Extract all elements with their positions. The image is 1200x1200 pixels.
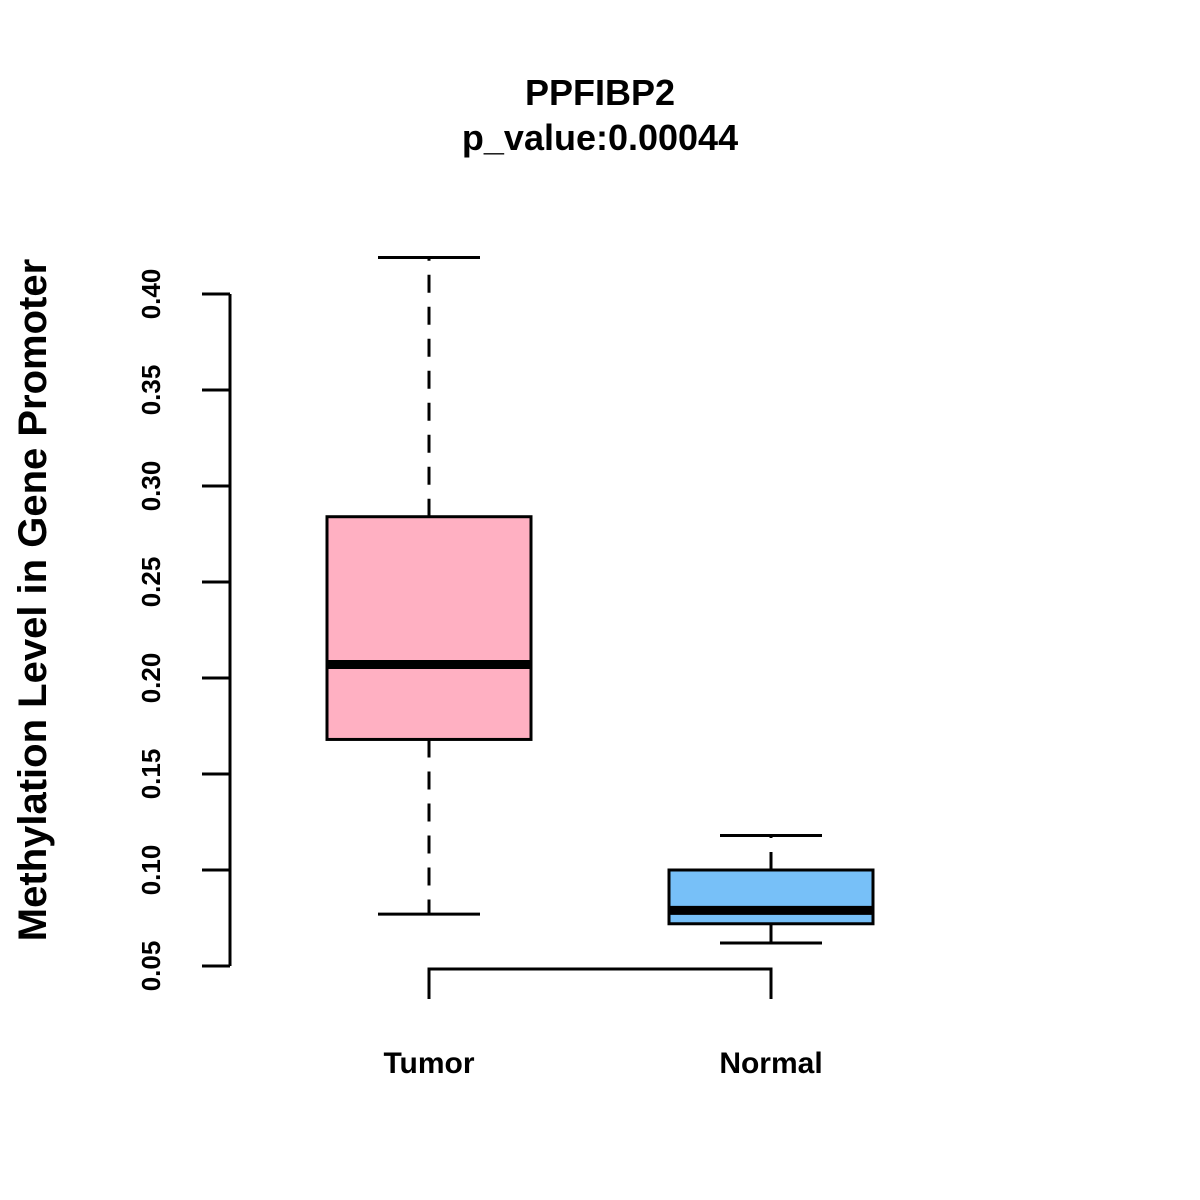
bracket-line (427, 967, 773, 999)
y-tick-label: 0.10 (136, 845, 166, 896)
x-axis-labels: Tumor Normal (383, 1047, 822, 1080)
x-label-tumor: Tumor (383, 1047, 474, 1080)
box-body-tumor (325, 515, 533, 741)
boxes-group (325, 256, 875, 945)
y-tick-label: 0.05 (136, 941, 166, 992)
y-tick-label: 0.40 (136, 269, 166, 320)
box-tumor (325, 256, 533, 916)
x-label-normal: Normal (719, 1047, 822, 1080)
y-axis-label: Methylation Level in Gene Promoter (11, 259, 55, 941)
y-axis: 0.05 0.10 0.15 0.20 0.25 0.30 0.35 0.40 (136, 269, 232, 992)
y-tick-label: 0.25 (136, 557, 166, 608)
box-body-normal (667, 868, 875, 926)
y-tick-label: 0.30 (136, 461, 166, 512)
chart-subtitle-p-value: p_value:0.00044 (462, 117, 738, 158)
y-tick-label: 0.20 (136, 653, 166, 704)
chart-title: PPFIBP2 (525, 72, 675, 113)
comparison-bracket (427, 967, 773, 999)
y-tick-label: 0.35 (136, 365, 166, 416)
y-tick-label: 0.15 (136, 749, 166, 800)
box-normal (667, 833, 875, 945)
